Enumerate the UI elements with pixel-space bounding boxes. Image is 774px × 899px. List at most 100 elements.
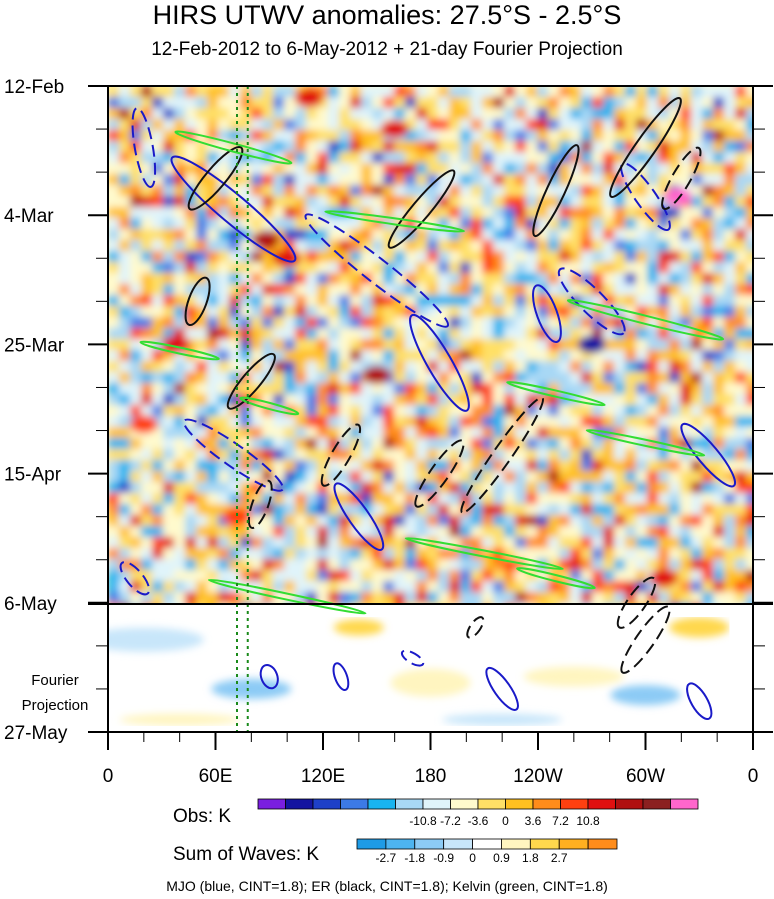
obs-cell (273, 185, 285, 197)
colorbar-tick-label: 0 (502, 814, 509, 828)
obs-cell (339, 405, 351, 417)
obs-cell (339, 328, 351, 340)
obs-cell (427, 570, 439, 582)
obs-cell (295, 306, 307, 318)
obs-cell (196, 548, 208, 560)
obs-cell (394, 339, 406, 351)
x-tick-label: 60W (626, 766, 665, 787)
obs-cell (592, 240, 604, 252)
obs-cell (647, 449, 659, 461)
obs-cell (372, 592, 384, 604)
obs-cell (130, 350, 142, 362)
obs-cell (570, 97, 582, 109)
obs-cell (295, 295, 307, 307)
obs-cell (251, 416, 263, 428)
obs-cell (339, 141, 351, 153)
x-tick-label: 180 (415, 766, 447, 787)
obs-cell (108, 361, 120, 373)
obs-cell (273, 548, 285, 560)
obs-cell (284, 273, 296, 285)
obs-cell (449, 284, 461, 296)
obs-cell (119, 163, 131, 175)
obs-cell (482, 295, 494, 307)
obs-cell (108, 152, 120, 164)
obs-cell (603, 592, 615, 604)
obs-cell (196, 394, 208, 406)
obs-cell (218, 284, 230, 296)
obs-cell (306, 119, 318, 131)
obs-cell (207, 229, 219, 241)
obs-cell (713, 405, 725, 417)
obs-cell (658, 284, 670, 296)
obs-cell (592, 251, 604, 263)
obs-cell (196, 361, 208, 373)
obs-cell (394, 86, 406, 98)
obs-cell (317, 361, 329, 373)
obs-cell (658, 97, 670, 109)
obs-cell (185, 537, 197, 549)
obs-cell (548, 383, 560, 395)
obs-cell (119, 581, 131, 593)
obs-cell (713, 526, 725, 538)
obs-cell (372, 273, 384, 285)
colorbar-tick-label: -0.9 (433, 851, 454, 865)
obs-cell (735, 383, 747, 395)
obs-cell (240, 339, 252, 351)
colorbar-swatch (505, 798, 534, 810)
obs-cell (196, 218, 208, 230)
obs-cell (416, 108, 428, 120)
obs-cell (185, 328, 197, 340)
obs-cell (559, 86, 571, 98)
obs-cell (603, 482, 615, 494)
obs-cell (405, 174, 417, 186)
obs-cell (548, 449, 560, 461)
obs-cell (207, 317, 219, 329)
obs-cell (328, 108, 340, 120)
obs-cell (526, 537, 538, 549)
obs-cell (317, 229, 329, 241)
obs-cell (130, 229, 142, 241)
obs-cell (119, 592, 131, 604)
obs-cell (526, 97, 538, 109)
obs-cell (394, 416, 406, 428)
obs-cell (163, 394, 175, 406)
obs-cell (174, 240, 186, 252)
obs-cell (515, 427, 527, 439)
obs-cell (163, 119, 175, 131)
obs-cell (174, 559, 186, 571)
obs-cell (614, 515, 626, 527)
obs-cell (647, 97, 659, 109)
obs-cell (735, 86, 747, 98)
obs-cell (361, 427, 373, 439)
obs-cell (163, 262, 175, 274)
obs-cell (207, 328, 219, 340)
obs-cell (240, 416, 252, 428)
obs-cell (416, 372, 428, 384)
obs-cell (229, 592, 241, 604)
obs-cell (295, 515, 307, 527)
obs-cell (262, 207, 274, 219)
obs-cell (141, 449, 153, 461)
obs-cell (207, 449, 219, 461)
obs-cell (735, 559, 747, 571)
obs-cell (680, 471, 692, 483)
obs-cell (702, 504, 714, 516)
obs-cell (218, 119, 230, 131)
obs-cell (240, 218, 252, 230)
obs-cell (218, 427, 230, 439)
obs-cell (262, 196, 274, 208)
obs-cell (119, 295, 131, 307)
obs-cell (482, 119, 494, 131)
obs-cell (119, 97, 131, 109)
colorbar-swatch (443, 838, 473, 850)
obs-cell (361, 471, 373, 483)
obs-cell (185, 526, 197, 538)
obs-cell (625, 405, 637, 417)
obs-cell (702, 515, 714, 527)
obs-cell (152, 537, 164, 549)
obs-cell (361, 251, 373, 263)
obs-cell (350, 427, 362, 439)
obs-cell (746, 350, 753, 362)
obs-cell (240, 405, 252, 417)
obs-cell (185, 86, 197, 98)
